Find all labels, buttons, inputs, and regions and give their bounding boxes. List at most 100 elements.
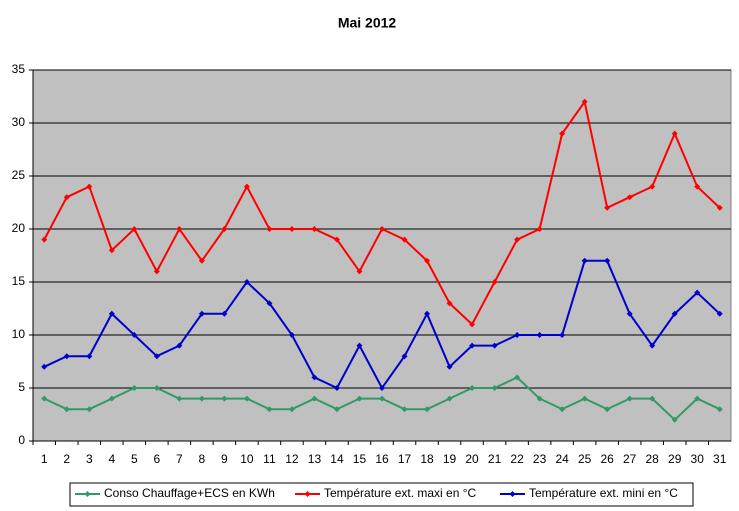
point-marker [649,183,656,190]
x-tick-label: 23 [533,452,547,466]
x-tick-label: 29 [668,452,682,466]
point-marker [63,406,70,413]
point-marker [581,98,588,105]
point-marker [198,257,205,264]
point-marker [604,406,611,413]
point-marker [469,321,476,328]
point-marker [131,226,138,232]
point-marker [469,342,476,349]
point-marker [581,257,588,264]
x-tick-label: 9 [221,452,228,466]
point-marker [694,289,701,296]
x-tick-label: 21 [488,452,502,466]
point-marker [514,374,521,381]
point-marker [86,183,93,190]
x-tick-label: 8 [199,452,206,466]
point-marker [41,395,48,402]
point-marker [694,395,701,402]
x-tick-label: 4 [108,452,115,466]
legend-box [69,482,694,507]
point-marker [333,406,340,413]
point-marker [604,204,611,211]
point-marker [356,342,363,349]
x-tick-label: 2 [63,452,70,466]
point-marker [379,385,385,391]
point-marker [356,395,363,402]
point-marker [604,257,611,264]
x-tick-label: 12 [285,452,299,466]
point-marker [559,130,566,137]
point-marker [581,395,588,402]
legend-label: Température ext. mini en °C [529,486,678,500]
x-tick-label: 15 [353,452,367,466]
point-marker [626,310,633,317]
point-marker [379,226,385,232]
point-marker [311,226,318,232]
point-marker [288,332,295,338]
legend-marker [84,491,91,497]
point-marker [108,247,115,254]
y-tick-label: 0 [18,433,25,447]
point-marker [41,236,48,243]
point-marker [86,406,93,413]
x-tick-label: 6 [153,452,160,466]
y-tick-label: 30 [12,115,26,129]
point-marker [176,342,183,349]
point-marker [63,194,70,201]
point-marker [559,332,566,338]
point-marker [221,395,228,402]
x-tick-label: 7 [176,452,183,466]
x-tick-label: 13 [308,452,322,466]
point-marker [153,353,160,360]
point-marker [266,300,273,307]
x-tick-label: 24 [555,452,569,466]
x-tick-label: 25 [578,452,592,466]
point-marker [671,310,678,317]
point-marker [536,395,543,402]
point-marker [311,374,318,381]
x-tick-label: 27 [623,452,637,466]
x-tick-label: 5 [131,452,138,466]
point-marker [491,279,498,285]
x-tick-label: 22 [510,452,524,466]
point-marker [401,236,408,243]
legend-marker [509,491,516,497]
point-marker [401,406,408,413]
point-marker [491,342,498,349]
point-marker [108,310,115,317]
point-marker [243,183,250,190]
point-marker [446,300,453,307]
point-marker [153,385,160,391]
point-marker [649,395,656,402]
point-marker [536,332,543,338]
point-marker [333,385,340,391]
point-marker [671,416,678,423]
point-marker [108,395,115,402]
point-marker [41,363,48,370]
legend-label: Température ext. maxi en °C [324,486,477,500]
point-marker [176,395,183,402]
x-tick-label: 10 [240,452,254,466]
point-marker [288,406,295,413]
point-marker [221,226,228,232]
point-marker [153,268,160,275]
point-marker [716,204,723,211]
y-tick-label: 10 [12,327,26,341]
point-marker [198,310,205,317]
x-tick-label: 31 [713,452,727,466]
x-tick-label: 16 [375,452,389,466]
x-tick-label: 11 [263,452,276,466]
point-marker [491,385,498,391]
point-marker [626,395,633,402]
y-tick-label: 20 [12,221,26,235]
point-marker [469,385,476,391]
x-tick-label: 17 [398,452,412,466]
x-tick-label: 26 [600,452,614,466]
point-marker [266,406,273,413]
point-marker [716,406,723,413]
point-marker [131,385,138,391]
point-marker [379,395,385,402]
x-tick-label: 28 [646,452,660,466]
point-marker [198,395,205,402]
point-marker [311,395,318,402]
